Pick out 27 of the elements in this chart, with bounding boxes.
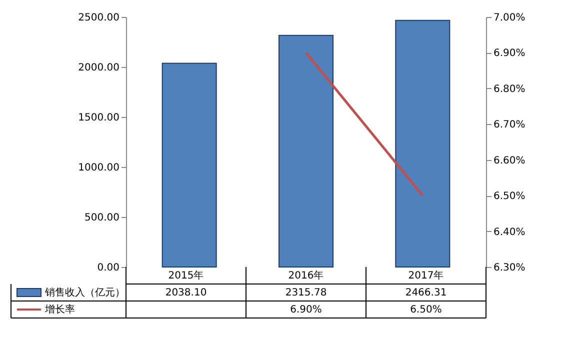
y-tick-label: 1500.00 bbox=[78, 112, 120, 124]
x-tick-label: 2015年 bbox=[168, 270, 204, 282]
data-label: 6.50% bbox=[410, 304, 442, 316]
x-tick-label: 2016年 bbox=[288, 270, 324, 282]
y2-tick-label: 6.80% bbox=[494, 84, 526, 95]
data-label: 2038.10 bbox=[165, 288, 207, 298]
y2-tick-label: 6.30% bbox=[494, 262, 526, 274]
data-label: 6.90% bbox=[290, 304, 322, 316]
y2-tick-label: 6.70% bbox=[494, 120, 526, 131]
bar bbox=[395, 20, 450, 268]
x-tick-label: 2017年 bbox=[408, 270, 444, 282]
legend-label: 增长率 bbox=[44, 304, 75, 316]
y-tick-label: 2500.00 bbox=[78, 12, 120, 24]
y2-tick-label: 6.60% bbox=[494, 155, 526, 166]
bar bbox=[278, 34, 334, 268]
bar bbox=[162, 62, 217, 268]
y-tick-label: 0.00 bbox=[97, 262, 120, 274]
legend-label: 销售收入（亿元） bbox=[44, 286, 125, 298]
y-tick-label: 500.00 bbox=[84, 212, 120, 224]
data-label: 2315.78 bbox=[285, 288, 327, 298]
y2-tick-label: 7.00% bbox=[494, 12, 526, 24]
y2-tick-label: 6.90% bbox=[494, 48, 526, 60]
y2-tick-label: 6.40% bbox=[494, 226, 526, 238]
y-tick-label: 2000.00 bbox=[78, 62, 120, 74]
data-label: 2466.31 bbox=[405, 288, 447, 298]
y2-tick-label: 6.50% bbox=[494, 191, 526, 202]
y-tick-label: 1000.00 bbox=[78, 162, 120, 174]
